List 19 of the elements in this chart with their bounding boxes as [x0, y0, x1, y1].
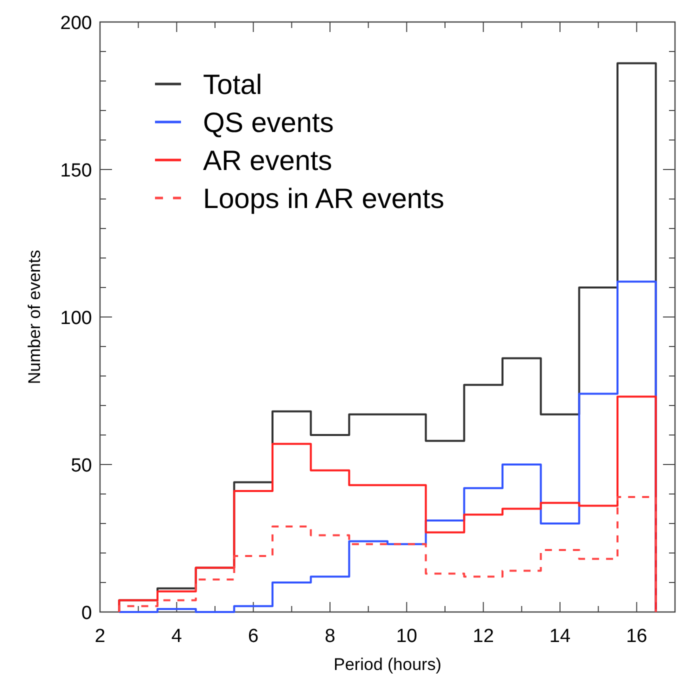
- y-axis-title: Number of events: [25, 250, 44, 384]
- x-tick-label: 2: [94, 626, 106, 647]
- x-tick-label: 8: [324, 626, 336, 647]
- x-tick-label: 14: [549, 626, 571, 647]
- x-axis-title: Period (hours): [334, 655, 442, 674]
- x-tick-label: 10: [396, 626, 418, 647]
- legend-label: Total: [203, 69, 262, 100]
- legend-label: Loops in AR events: [203, 183, 444, 214]
- y-tick-label: 200: [60, 13, 92, 34]
- y-tick-label: 150: [60, 160, 92, 182]
- x-tick-label: 16: [626, 626, 648, 647]
- y-tick-label: 50: [70, 456, 92, 476]
- x-tick-label: 4: [171, 626, 182, 647]
- x-tick-label: 12: [472, 626, 494, 647]
- y-tick-label: 0: [81, 603, 92, 624]
- legend-label: AR events: [203, 145, 332, 176]
- y-tick-label: 100: [60, 308, 92, 329]
- legend-label: QS events: [203, 107, 334, 138]
- x-tick-label: 6: [248, 626, 259, 647]
